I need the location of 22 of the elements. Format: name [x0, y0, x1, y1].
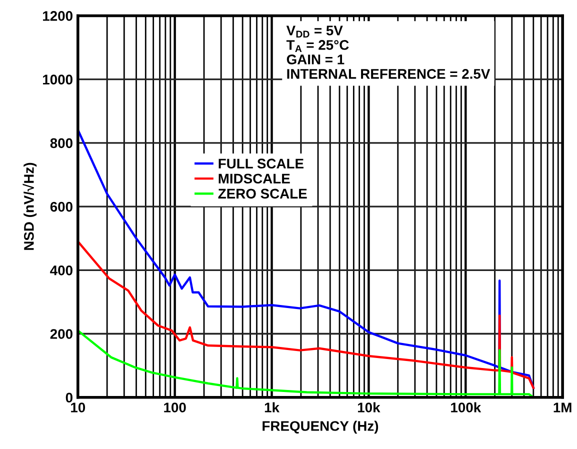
annotation: GAIN = 1 [286, 54, 344, 64]
x-tick-label: 100 [164, 402, 186, 412]
annotation: T$_{A}$ = 25°C [286, 40, 349, 52]
legend-label: FULL SCALE [218, 158, 304, 169]
x-tick-label: 10 [71, 402, 86, 412]
annotation: INTERNAL REFERENCE = 2.5V [287, 68, 490, 79]
y-tick-label: 200 [50, 329, 72, 339]
y-tick-label: 1000 [43, 74, 72, 84]
legend-label: ZERO SCALE [218, 188, 307, 199]
x-tick-label: 10k [358, 402, 380, 412]
x-tick-label: 1M [554, 402, 572, 412]
y-axis-title: NSD (nV/√Hz) [22, 162, 37, 250]
y-tick-label: 0 [66, 392, 72, 403]
y-tick-label: 600 [50, 202, 72, 212]
x-tick-label: 100k [451, 402, 482, 412]
legend-label: MIDSCALE [218, 174, 290, 184]
y-tick-label: 800 [50, 138, 72, 148]
x-axis-title: FREQUENCY (Hz) [262, 420, 378, 434]
annotation: V$_{DD}$ = 5V [286, 26, 343, 38]
y-tick-label: 400 [50, 265, 72, 276]
x-tick-label: 1k [264, 402, 280, 412]
y-tick-label: 1200 [43, 11, 72, 21]
